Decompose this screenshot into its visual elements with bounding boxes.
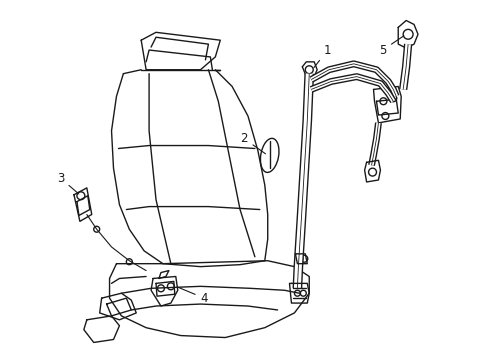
Text: 4: 4 [178, 287, 207, 305]
Text: 2: 2 [240, 132, 265, 154]
Text: 5: 5 [378, 36, 403, 57]
Text: 3: 3 [57, 171, 79, 194]
Text: 1: 1 [313, 44, 331, 68]
Ellipse shape [260, 138, 278, 172]
